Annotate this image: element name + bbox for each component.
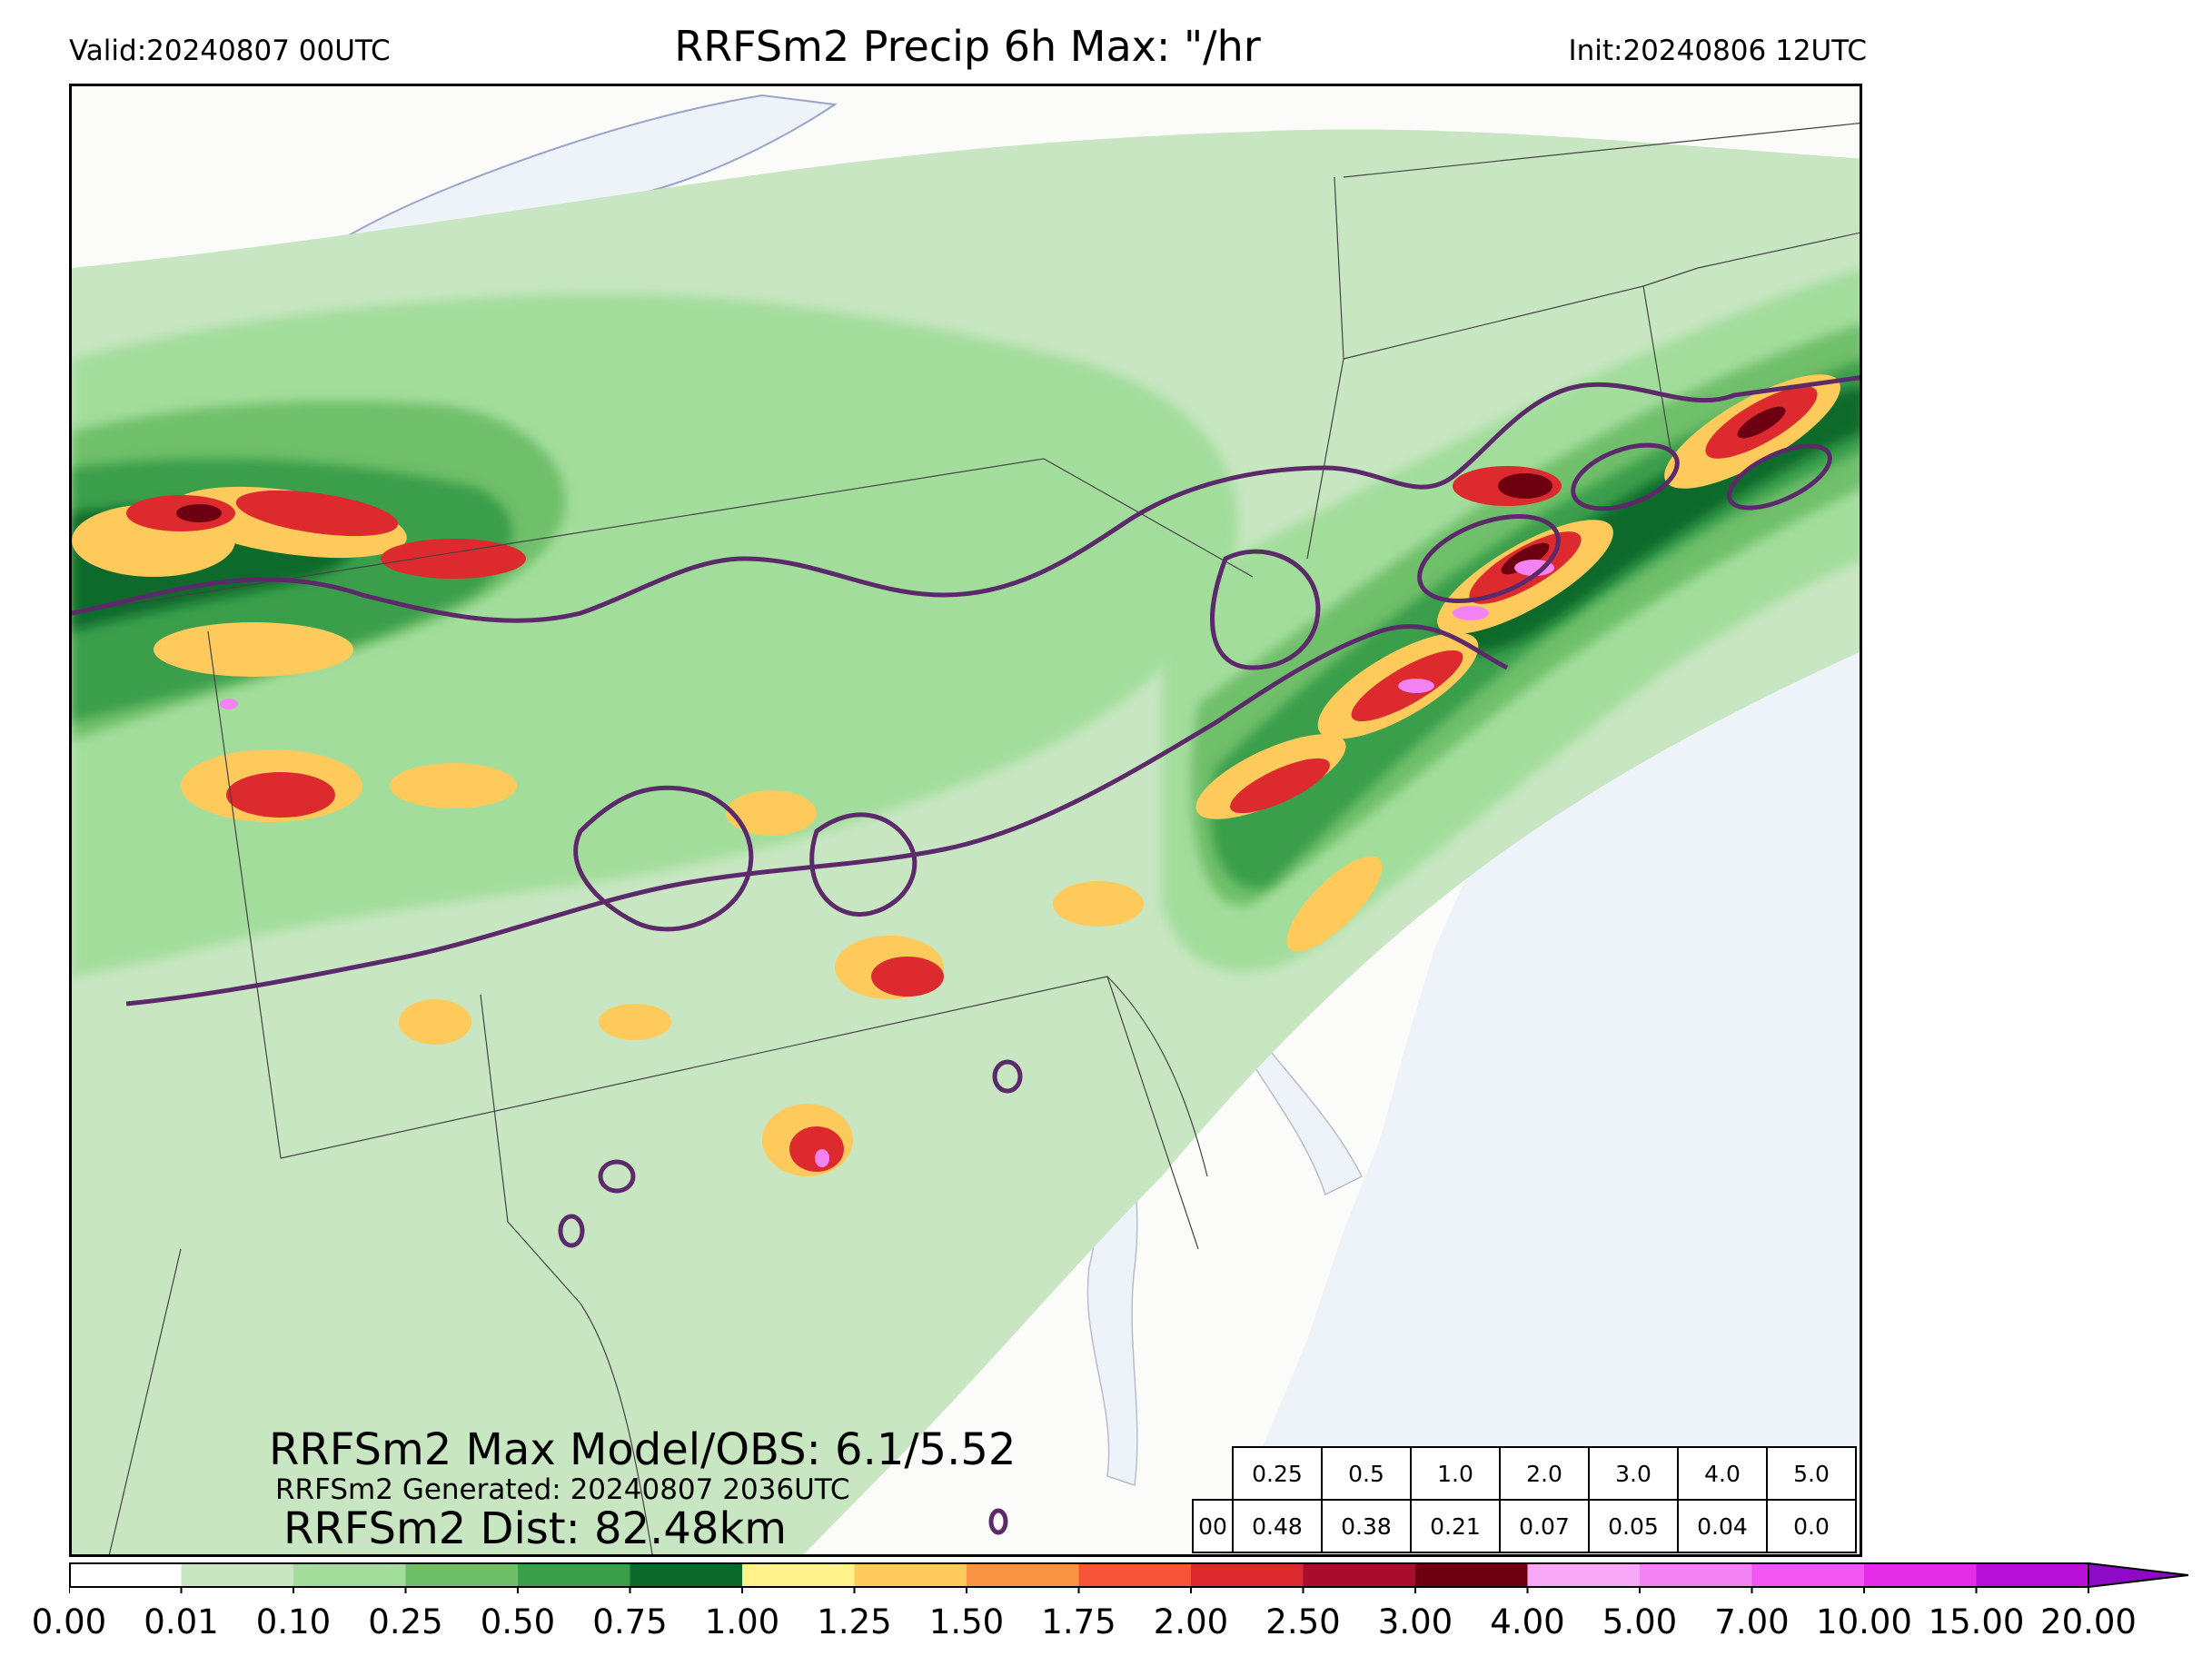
colorbar-tick-label: 7.00 [1714, 1602, 1790, 1641]
colorbar-tick-label: 5.00 [1602, 1602, 1678, 1641]
init-time-label: Init:20240806 12UTC [1568, 35, 1867, 67]
colorbar-tick-label: 0.25 [368, 1602, 443, 1641]
colorbar-tick-label: 1.50 [928, 1602, 1005, 1641]
colorbar-segment [630, 1563, 742, 1587]
threshold-header-cell: 0.5 [1321, 1446, 1412, 1501]
extreme-cells [176, 406, 1786, 575]
colorbar-segment [1976, 1563, 2088, 1587]
valid-time-label: Valid:20240807 00UTC [69, 35, 391, 67]
threshold-header-cell: 2.0 [1499, 1446, 1590, 1501]
threshold-header-cell: 4.0 [1677, 1446, 1768, 1501]
peak-cells [220, 560, 1554, 1167]
colorbar-segment [293, 1563, 406, 1587]
threshold-header-cell: 3.0 [1588, 1446, 1679, 1501]
colorbar-segment [518, 1563, 630, 1587]
threshold-value-cell: 0.07 [1499, 1499, 1590, 1553]
threshold-header-cell: 0.25 [1232, 1446, 1323, 1501]
colorbar-segment [1640, 1563, 1752, 1587]
threshold-row-label: 00 [1192, 1499, 1234, 1553]
colorbar-tick-label: 15.00 [1928, 1602, 2025, 1641]
distance-label: RRFSm2 Dist: 82.48km [283, 1503, 788, 1554]
map-title: RRFSm2 Precip 6h Max: "/hr [674, 22, 1261, 71]
threshold-value-cell: 0.05 [1588, 1499, 1679, 1553]
colorbar-segment [69, 1563, 182, 1587]
threshold-value-cell: 0.38 [1321, 1499, 1412, 1553]
colorbar-tick-label: 3.00 [1377, 1602, 1453, 1641]
threshold-header-cell: 5.0 [1766, 1446, 1857, 1501]
generated-time-label: RRFSm2 Generated: 20240807 2036UTC [275, 1473, 850, 1506]
colorbar-tick-label: 0.01 [144, 1602, 219, 1641]
colorbar-tick-label: 2.50 [1265, 1602, 1341, 1641]
colorbar-tick-label: 4.00 [1490, 1602, 1565, 1641]
max-model-obs-label: RRFSm2 Max Model/OBS: 6.1/5.52 [269, 1424, 1017, 1475]
colorbar-tick-label: 0.50 [480, 1602, 556, 1641]
threshold-value-cell: 0.0 [1766, 1499, 1857, 1553]
colorbar-segment [967, 1563, 1079, 1587]
colorbar-segment [1751, 1563, 1864, 1587]
colorbar-segment [181, 1563, 293, 1587]
colorbar-segment [1078, 1563, 1191, 1587]
threshold-value-cell: 0.21 [1410, 1499, 1501, 1553]
colorbar-tick-label: 20.00 [2040, 1602, 2137, 1641]
threshold-value-cell: 0.04 [1677, 1499, 1768, 1553]
colorbar-segment [1303, 1563, 1415, 1587]
colorbar-segment [1864, 1563, 1977, 1587]
colorbar [69, 1562, 2189, 1593]
threshold-value-cell: 0.48 [1232, 1499, 1323, 1553]
colorbar-tick-label: 0.10 [255, 1602, 332, 1641]
colorbar-tick-label: 10.00 [1816, 1602, 1912, 1641]
delaware-bay [1242, 1039, 1364, 1196]
colorbar-segment [1415, 1563, 1528, 1587]
colorbar-tick-label: 1.75 [1041, 1602, 1116, 1641]
colorbar-tick-label: 1.25 [817, 1602, 892, 1641]
precipitation-map [69, 84, 1862, 1557]
colorbar-tick-label: 1.00 [704, 1602, 780, 1641]
colorbar-segment [854, 1563, 967, 1587]
colorbar-tick-label: 0.00 [31, 1602, 107, 1641]
threshold-header-cell: 1.0 [1410, 1446, 1501, 1501]
colorbar-extend-arrow [2088, 1562, 2189, 1589]
colorbar-tick-label: 2.00 [1153, 1602, 1229, 1641]
colorbar-tick-label: 0.75 [592, 1602, 668, 1641]
observed-contours [72, 375, 1860, 1535]
colorbar-segment [1191, 1563, 1304, 1587]
map-canvas [72, 94, 1860, 1554]
colorbar-segment [405, 1563, 518, 1587]
colorbar-segment [742, 1563, 855, 1587]
colorbar-segment [1527, 1563, 1640, 1587]
